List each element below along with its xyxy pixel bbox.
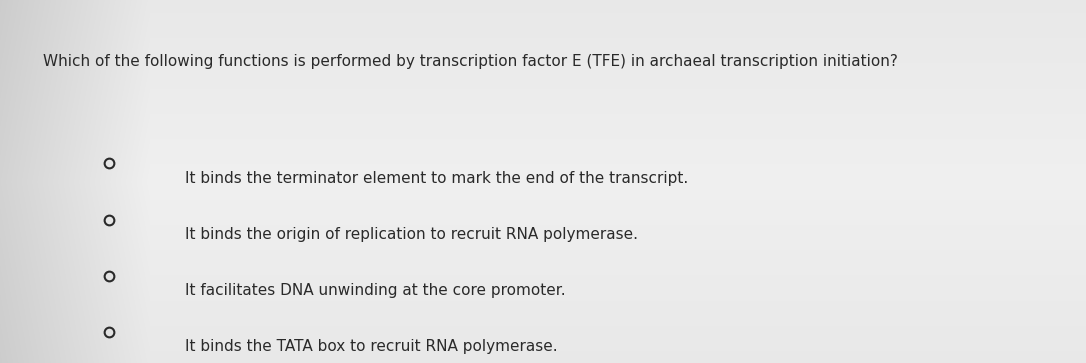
Text: It binds the origin of replication to recruit RNA polymerase.: It binds the origin of replication to re… (185, 227, 637, 242)
Text: It binds the terminator element to mark the end of the transcript.: It binds the terminator element to mark … (185, 171, 687, 185)
Text: Which of the following functions is performed by transcription factor E (TFE) in: Which of the following functions is perf… (43, 54, 898, 69)
Text: It facilitates DNA unwinding at the core promoter.: It facilitates DNA unwinding at the core… (185, 283, 565, 298)
Text: It binds the TATA box to recruit RNA polymerase.: It binds the TATA box to recruit RNA pol… (185, 339, 557, 354)
